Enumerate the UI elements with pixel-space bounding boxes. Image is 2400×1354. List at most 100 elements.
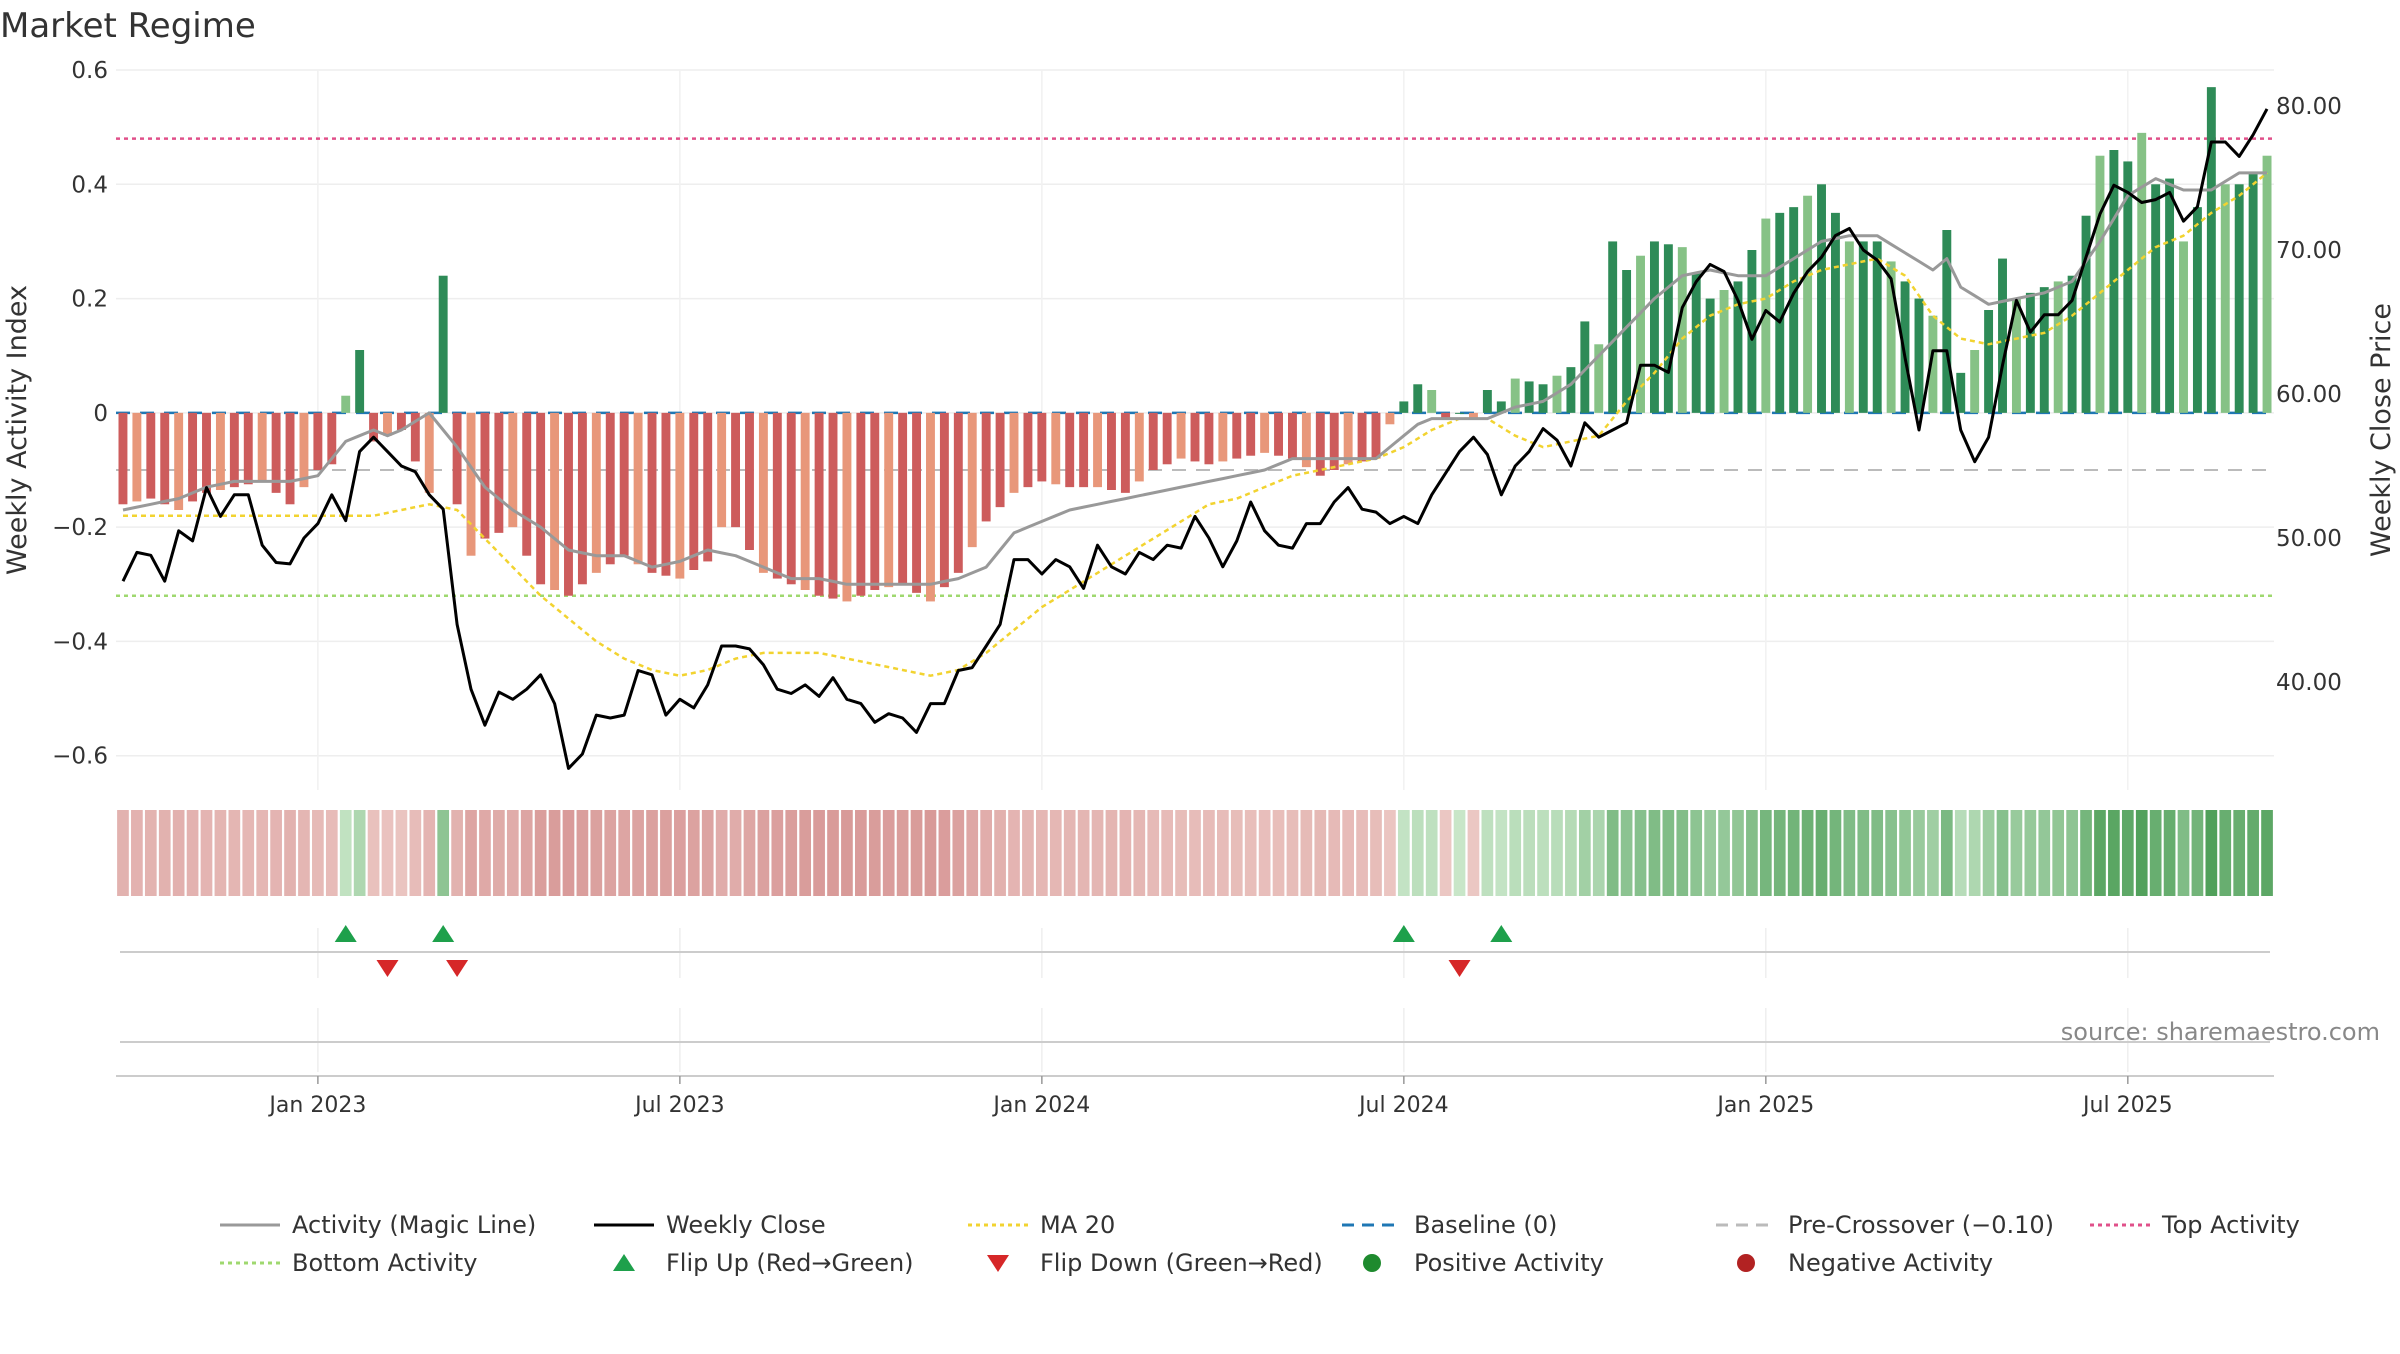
x-tick-label: Jul 2023: [633, 1093, 725, 1118]
chart-title: Market Regime: [0, 6, 256, 46]
regime-cell: [1620, 810, 1633, 896]
legend-item: MA 20: [968, 1211, 1115, 1239]
regime-cell: [882, 810, 895, 896]
regime-cell: [896, 810, 909, 896]
activity-bar: [299, 412, 309, 488]
activity-bar: [995, 412, 1005, 508]
activity-bar: [1872, 241, 1882, 413]
activity-bar: [2025, 292, 2035, 413]
activity-bar: [1413, 384, 1423, 413]
activity-bar: [1970, 350, 1980, 413]
activity-bar: [1510, 378, 1520, 413]
regime-cell: [1801, 810, 1814, 896]
activity-bar: [424, 412, 434, 493]
regime-cell: [1885, 810, 1897, 896]
activity-bar: [383, 412, 392, 436]
regime-cell: [855, 810, 867, 896]
activity-bar: [1246, 412, 1256, 456]
activity-bar: [1427, 390, 1437, 413]
legend-label: Activity (Magic Line): [292, 1211, 536, 1239]
regime-cell: [2080, 810, 2092, 896]
regime-cell: [1370, 810, 1382, 896]
y-tick-right: 80.00: [2276, 94, 2342, 120]
regime-cell: [256, 810, 269, 896]
regime-cell: [1648, 810, 1661, 896]
flip-down-marker: [446, 960, 469, 977]
y-tick-left: 0: [93, 401, 108, 427]
regime-cell: [242, 810, 255, 896]
activity-bar: [1399, 401, 1409, 413]
activity-bar: [1288, 412, 1297, 459]
regime-cell: [910, 810, 923, 896]
activity-bar: [2053, 281, 2063, 413]
ma20-line: [123, 171, 2268, 677]
regime-cell: [1523, 810, 1535, 896]
regime-cell: [1537, 810, 1549, 896]
regime-cell: [1397, 810, 1410, 896]
regime-cell: [1133, 810, 1146, 896]
activity-bar: [939, 412, 949, 588]
regime-cell: [1230, 810, 1243, 896]
activity-bar: [536, 412, 546, 585]
legend-item: Weekly Close: [594, 1211, 826, 1239]
activity-bars: [118, 87, 2272, 602]
activity-bar: [160, 412, 170, 505]
activity-bar: [1134, 412, 1144, 482]
regime-cell: [1077, 810, 1090, 896]
activity-bar: [2220, 184, 2230, 413]
regime-cell: [771, 810, 784, 896]
activity-bar: [1830, 212, 1840, 413]
activity-bar: [1482, 390, 1492, 413]
regime-cell: [1815, 810, 1828, 896]
regime-cell: [1272, 810, 1285, 896]
y-tick-left: −0.4: [52, 629, 108, 655]
activity-bar: [2248, 172, 2258, 413]
activity-bar: [981, 412, 991, 522]
regime-cell: [200, 810, 213, 896]
y-tick-left: 0.4: [71, 172, 108, 198]
activity-bar: [1580, 321, 1590, 413]
activity-bar: [619, 412, 629, 556]
activity-bar: [396, 412, 406, 430]
regime-cell: [743, 810, 756, 896]
regime-cell: [1161, 810, 1174, 896]
activity-bar: [856, 412, 866, 596]
regime-cell: [1565, 810, 1577, 896]
regime-cell: [548, 810, 561, 896]
regime-cell: [186, 810, 199, 896]
regime-cell: [687, 810, 700, 896]
activity-bar: [591, 412, 601, 573]
activity-bar: [1886, 261, 1896, 413]
regime-cell: [1968, 810, 1981, 896]
regime-cell: [1453, 810, 1466, 896]
activity-bar: [215, 412, 225, 490]
regime-cell: [2149, 810, 2162, 896]
regime-cell: [2205, 810, 2218, 896]
regime-cell: [2163, 810, 2176, 896]
y-tick-right: 50.00: [2276, 526, 2342, 552]
regime-cell: [715, 810, 728, 896]
activity-bar: [689, 412, 699, 570]
regime-cell: [1036, 810, 1048, 896]
activity-bar: [1218, 412, 1228, 462]
magic-line: [122, 171, 2267, 586]
regime-cell: [632, 810, 644, 896]
regime-cell: [980, 810, 993, 896]
activity-bar: [2067, 275, 2077, 413]
regime-cell: [353, 810, 366, 896]
activity-bar: [758, 412, 768, 573]
activity-bar: [522, 412, 532, 556]
activity-bar: [2262, 155, 2272, 413]
activity-bar: [1065, 412, 1075, 488]
activity-bar: [1761, 218, 1771, 413]
activity-bar: [1385, 412, 1395, 425]
activity-bar: [912, 412, 922, 593]
regime-cell: [1189, 810, 1201, 896]
flip-up-marker: [334, 925, 357, 942]
regime-cell: [1244, 810, 1257, 896]
regime-cell: [1996, 810, 2009, 896]
regime-cell: [1718, 810, 1730, 896]
activity-bar: [341, 395, 351, 413]
activity-bar: [285, 412, 295, 505]
legend-swatch-dot: [1363, 1254, 1381, 1272]
